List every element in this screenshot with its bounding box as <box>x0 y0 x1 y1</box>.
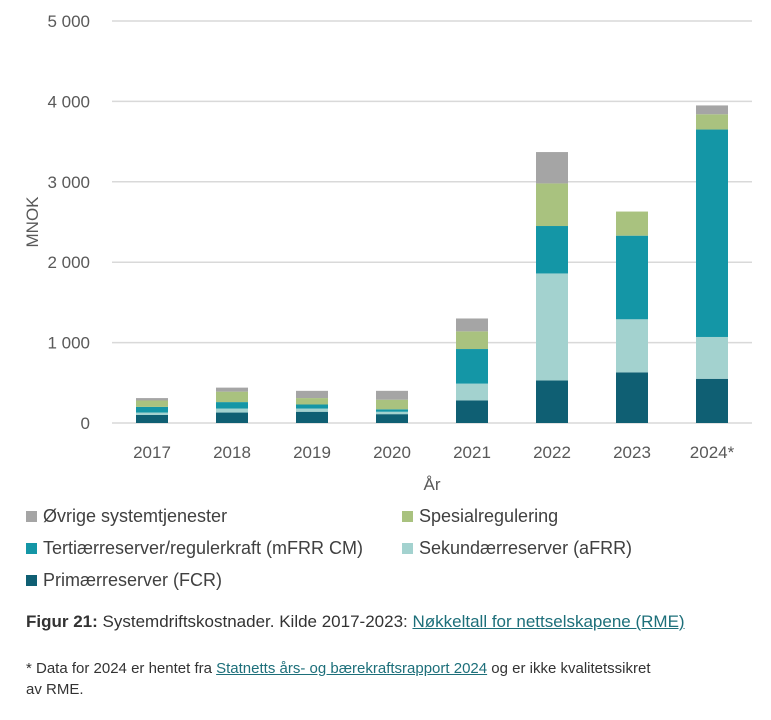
bar-segment <box>696 105 728 115</box>
bar-segment <box>136 398 168 401</box>
x-tick-label: 2024* <box>690 443 735 462</box>
legend-swatch <box>26 511 37 522</box>
bar-segment <box>296 408 328 412</box>
legend-item-fcr: Primærreserver (FCR) <box>26 570 222 591</box>
x-tick-label: 2018 <box>213 443 251 462</box>
bar-segment <box>376 411 408 415</box>
caption-label: Figur 21: <box>26 612 98 631</box>
y-axis-ticks: 0 1 000 2 000 3 000 4 000 5 000 <box>47 12 90 433</box>
bar-segment <box>216 391 248 403</box>
bar-segment <box>216 387 248 392</box>
bar-segment <box>376 399 408 410</box>
y-tick-label: 1 000 <box>47 334 90 353</box>
bar-segment <box>296 398 328 405</box>
bar-segment <box>456 383 488 401</box>
caption-text: Systemdriftskostnader. Kilde 2017-2023: <box>97 612 413 631</box>
bar-segment <box>536 226 568 274</box>
bar-segment <box>136 400 168 407</box>
legend-label: Tertiærreserver/regulerkraft (mFRR CM) <box>43 538 364 558</box>
bar-segment <box>696 378 728 423</box>
y-axis-title: MNOK <box>23 196 42 248</box>
bar-segment <box>616 235 648 320</box>
bar-segment <box>536 183 568 227</box>
legend-swatch <box>402 543 413 554</box>
legend-item-ovrige: Øvrige systemtjenester <box>26 506 227 527</box>
bar-segment <box>136 406 168 413</box>
bar-segment <box>216 402 248 409</box>
x-tick-label: 2021 <box>453 443 491 462</box>
y-tick-label: 0 <box>81 414 90 433</box>
note-prefix: * Data for 2024 er hentet fra <box>26 660 217 677</box>
bar-segment <box>696 114 728 130</box>
note-suffix: og er ikke kvalitetssikret <box>487 660 651 677</box>
bar-segment <box>216 412 248 423</box>
bar-segment <box>376 414 408 423</box>
bar-segment <box>696 129 728 337</box>
bar-segment <box>136 412 168 415</box>
note-line2: av RME. <box>26 681 84 698</box>
x-tick-label: 2022 <box>533 443 571 462</box>
bar-segment <box>456 331 488 350</box>
bar-segment <box>296 404 328 409</box>
legend-item-mfrr: Tertiærreserver/regulerkraft (mFRR CM) <box>26 538 363 559</box>
bar-segment <box>216 408 248 413</box>
bar-segment <box>536 152 568 184</box>
bar-segment <box>616 319 648 373</box>
bar-segment <box>536 380 568 423</box>
bar-segment <box>456 318 488 332</box>
bar-segment <box>376 409 408 412</box>
bar-segment <box>136 414 168 423</box>
x-tick-label: 2023 <box>613 443 651 462</box>
x-tick-label: 2017 <box>133 443 171 462</box>
y-tick-label: 2 000 <box>47 253 90 272</box>
legend-item-afrr: Sekundærreserver (aFRR) <box>402 538 632 559</box>
bar-segment <box>616 372 648 423</box>
legend-swatch <box>26 575 37 586</box>
figure-caption: Figur 21: Systemdriftskostnader. Kilde 2… <box>26 612 685 632</box>
x-axis-ticks: 2017 2018 2019 2020 2021 2022 2023 2024* <box>133 443 735 462</box>
y-tick-label: 4 000 <box>47 92 90 111</box>
x-tick-label: 2019 <box>293 443 331 462</box>
source-link-rme[interactable]: Nøkkeltall for nettselskapene (RME) <box>412 612 685 631</box>
bar-segment <box>296 390 328 399</box>
bar-segment <box>296 411 328 423</box>
legend-item-spesialregulering: Spesialregulering <box>402 506 558 527</box>
legend-label: Primærreserver (FCR) <box>43 570 222 590</box>
bar-segment <box>536 273 568 381</box>
legend-label: Spesialregulering <box>419 506 559 526</box>
bars <box>136 105 728 423</box>
bar-segment <box>456 349 488 384</box>
legend-label: Sekundærreserver (aFRR) <box>419 538 633 558</box>
source-link-statnett[interactable]: Statnetts års- og bærekraftsrapport 2024 <box>216 660 488 677</box>
bar-segment <box>616 211 648 236</box>
legend-swatch <box>26 543 37 554</box>
y-tick-label: 5 000 <box>47 12 90 31</box>
x-tick-label: 2020 <box>373 443 411 462</box>
bar-segment <box>376 390 408 400</box>
y-tick-label: 3 000 <box>47 173 90 192</box>
x-axis-title: År <box>424 475 441 494</box>
bar-segment <box>696 336 728 379</box>
gridlines <box>112 20 752 424</box>
bar-segment <box>456 400 488 423</box>
legend-label: Øvrige systemtjenester <box>43 506 228 526</box>
footnote: * Data for 2024 er hentet fra Statnetts … <box>26 658 651 700</box>
legend-swatch <box>402 511 413 522</box>
